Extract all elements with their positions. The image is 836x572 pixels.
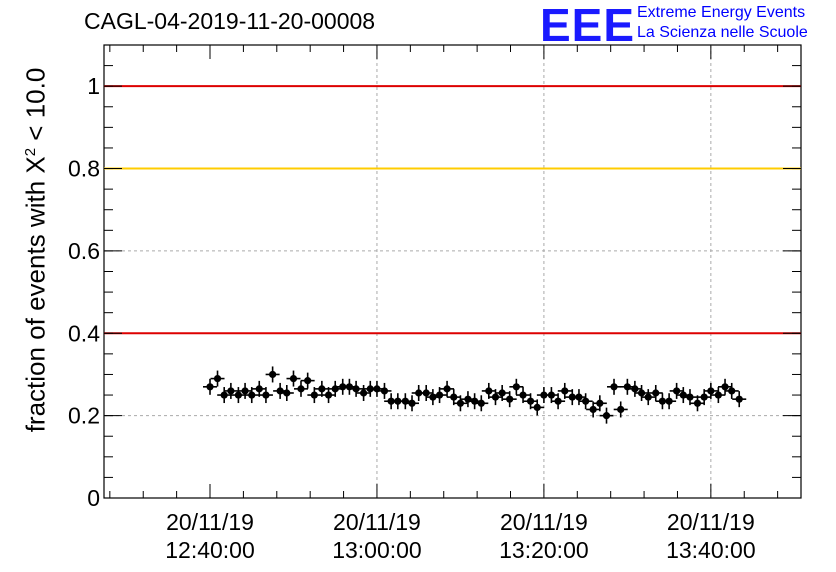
logo-line-1: Extreme Energy Events (637, 4, 806, 21)
data-point (516, 387, 531, 404)
x-tick-label-time: 13:20:00 (499, 537, 589, 563)
data-point (669, 382, 684, 399)
y-axis-ticks: 0 0.2 0.4 0.6 0.8 1 (68, 65, 801, 511)
y-tick-label: 1 (87, 73, 100, 99)
data-point (551, 393, 566, 410)
data-point (544, 387, 559, 404)
data-point (446, 389, 461, 406)
data-point (502, 391, 517, 408)
data-point (530, 399, 545, 416)
logo-line-2: La Scienza nelle Scuole (637, 24, 808, 41)
y-tick-label: 0.4 (68, 320, 100, 346)
y-tick-label: 0.2 (68, 403, 100, 429)
data-point (238, 382, 253, 399)
data-point (453, 395, 468, 412)
x-tick-label-time: 13:00:00 (332, 537, 422, 563)
data-point (607, 378, 622, 395)
data-point (586, 401, 601, 418)
data-point (300, 372, 315, 389)
data-point (432, 387, 447, 404)
y-tick-label: 0.8 (68, 156, 100, 182)
plot-frame (103, 44, 802, 499)
data-point (356, 384, 371, 401)
y-tick-label: 0.6 (68, 238, 100, 264)
x-tick-label-date: 20/11/19 (333, 509, 421, 535)
data-point (321, 387, 336, 404)
y-axis-label-sup: 2 (21, 147, 39, 157)
data-point (732, 391, 747, 408)
eee-logo: EEE (540, 0, 636, 51)
x-axis-ticks: 20/11/1912:40:0020/11/1913:00:0020/11/19… (109, 45, 779, 563)
x-tick-label-date: 20/11/19 (500, 509, 588, 535)
data-point (599, 407, 614, 424)
y-axis-label-chi: X (20, 156, 51, 174)
data-point (223, 382, 238, 399)
y-axis-label-prefix: fraction of events with (20, 173, 51, 433)
x-tick-label-date: 20/11/19 (166, 509, 254, 535)
reference-lines (104, 85, 801, 335)
data-point (258, 387, 273, 404)
data-point (349, 380, 364, 397)
data-point (571, 389, 586, 406)
chart-title: CAGL-04-2019-11-20-00008 (84, 8, 376, 34)
data-point (419, 384, 434, 401)
data-point (279, 384, 294, 401)
data-point (231, 387, 246, 404)
data-point (210, 370, 225, 387)
data-point (488, 389, 503, 406)
data-point (682, 389, 697, 406)
data-point (244, 387, 259, 404)
data-point (613, 401, 628, 418)
grid (104, 45, 801, 498)
x-tick-label-date: 20/11/19 (667, 509, 755, 535)
data-point (634, 384, 649, 401)
data-point (592, 395, 607, 412)
data-point (495, 384, 510, 401)
data-point (724, 382, 739, 399)
data-point (307, 387, 322, 404)
data-point (711, 387, 726, 404)
x-tick-label-time: 12:40:00 (165, 537, 255, 563)
data-point (314, 380, 329, 397)
x-tick-label-time: 13:40:00 (666, 537, 756, 563)
data-point (509, 378, 524, 395)
data-point (641, 389, 656, 406)
data-point (627, 380, 642, 397)
data-point (203, 378, 218, 395)
data-point (474, 395, 489, 412)
data-point (690, 395, 705, 412)
y-tick-label: 0 (87, 485, 100, 511)
data-point (286, 370, 301, 387)
data-point (557, 382, 572, 399)
y-axis-label-suffix: < 10.0 (20, 67, 51, 148)
data-point (648, 384, 663, 401)
data-point (697, 389, 712, 406)
data-point (440, 380, 455, 397)
data-point (265, 366, 280, 383)
data-point (252, 380, 267, 397)
data-point (578, 393, 593, 410)
data-point (481, 382, 496, 399)
data-points (203, 366, 747, 424)
data-point (703, 382, 718, 399)
data-point (718, 378, 733, 395)
data-point (405, 395, 420, 412)
data-point (662, 393, 677, 410)
data-point (293, 380, 308, 397)
y-axis-label: fraction of events with X2 < 10.0 (21, 68, 52, 433)
data-point (523, 393, 538, 410)
data-point (377, 382, 392, 399)
data-point (217, 387, 232, 404)
